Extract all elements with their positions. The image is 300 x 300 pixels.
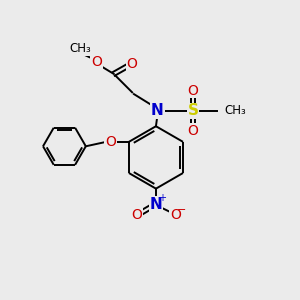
Text: O: O [91,55,102,69]
Text: O: O [188,84,199,98]
Text: CH₃: CH₃ [224,104,246,117]
Text: N: N [151,103,164,118]
Text: O: O [170,208,181,222]
Text: S: S [188,103,199,118]
Text: −: − [177,205,187,215]
Text: N: N [150,196,162,211]
Text: O: O [131,208,142,222]
Text: +: + [158,193,166,202]
Text: O: O [105,135,116,149]
Text: O: O [127,56,138,70]
Text: CH₃: CH₃ [69,42,91,55]
Text: O: O [188,124,199,138]
